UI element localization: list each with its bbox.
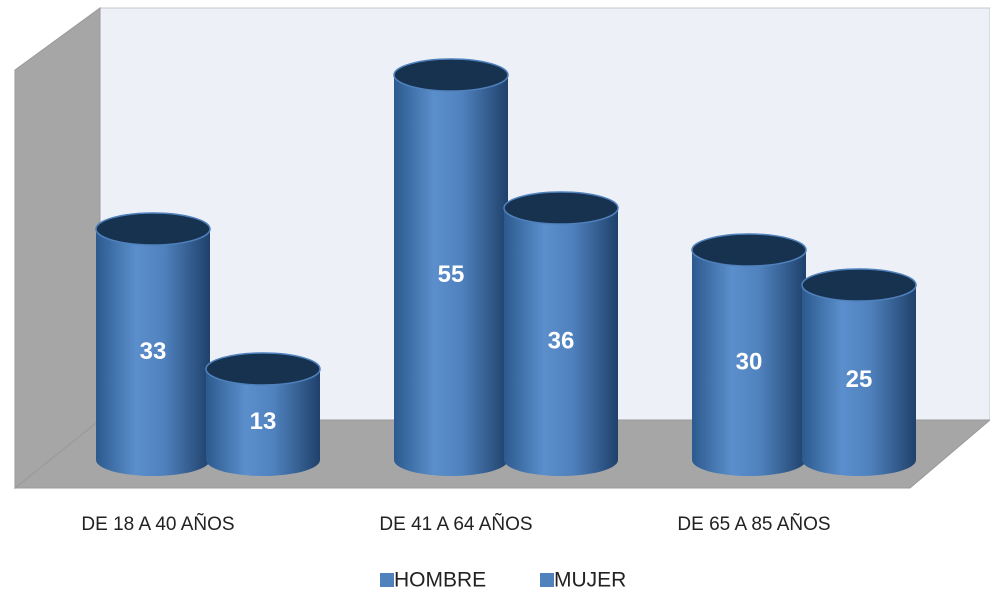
legend-swatch — [380, 573, 394, 587]
cylinder — [394, 75, 508, 476]
data-label: 36 — [548, 327, 575, 354]
cylinder-top — [393, 58, 509, 92]
legend-label: MUJER — [554, 569, 626, 592]
data-label: 33 — [140, 338, 167, 365]
cylinder — [802, 285, 916, 476]
x-tick-label: DE 18 A 40 AÑOS — [81, 513, 234, 535]
x-tick-label: DE 41 A 64 AÑOS — [379, 513, 532, 535]
cylinder — [692, 250, 806, 476]
data-label: 55 — [438, 261, 465, 288]
cylinder — [96, 229, 210, 476]
x-tick-label: DE 65 A 85 AÑOS — [677, 513, 830, 535]
legend-label: HOMBRE — [394, 569, 486, 592]
cylinder-top — [801, 268, 917, 302]
cylinder-top — [691, 233, 807, 267]
data-label: 25 — [846, 366, 873, 393]
legend-swatch — [540, 573, 554, 587]
cylinder — [206, 369, 320, 476]
cylinder-top — [503, 191, 619, 225]
cylinder-top — [95, 212, 211, 246]
cylinder-top — [205, 352, 321, 386]
data-label: 30 — [736, 348, 763, 375]
data-label: 13 — [250, 408, 277, 435]
cylinder — [504, 208, 618, 476]
side-wall — [14, 7, 101, 490]
